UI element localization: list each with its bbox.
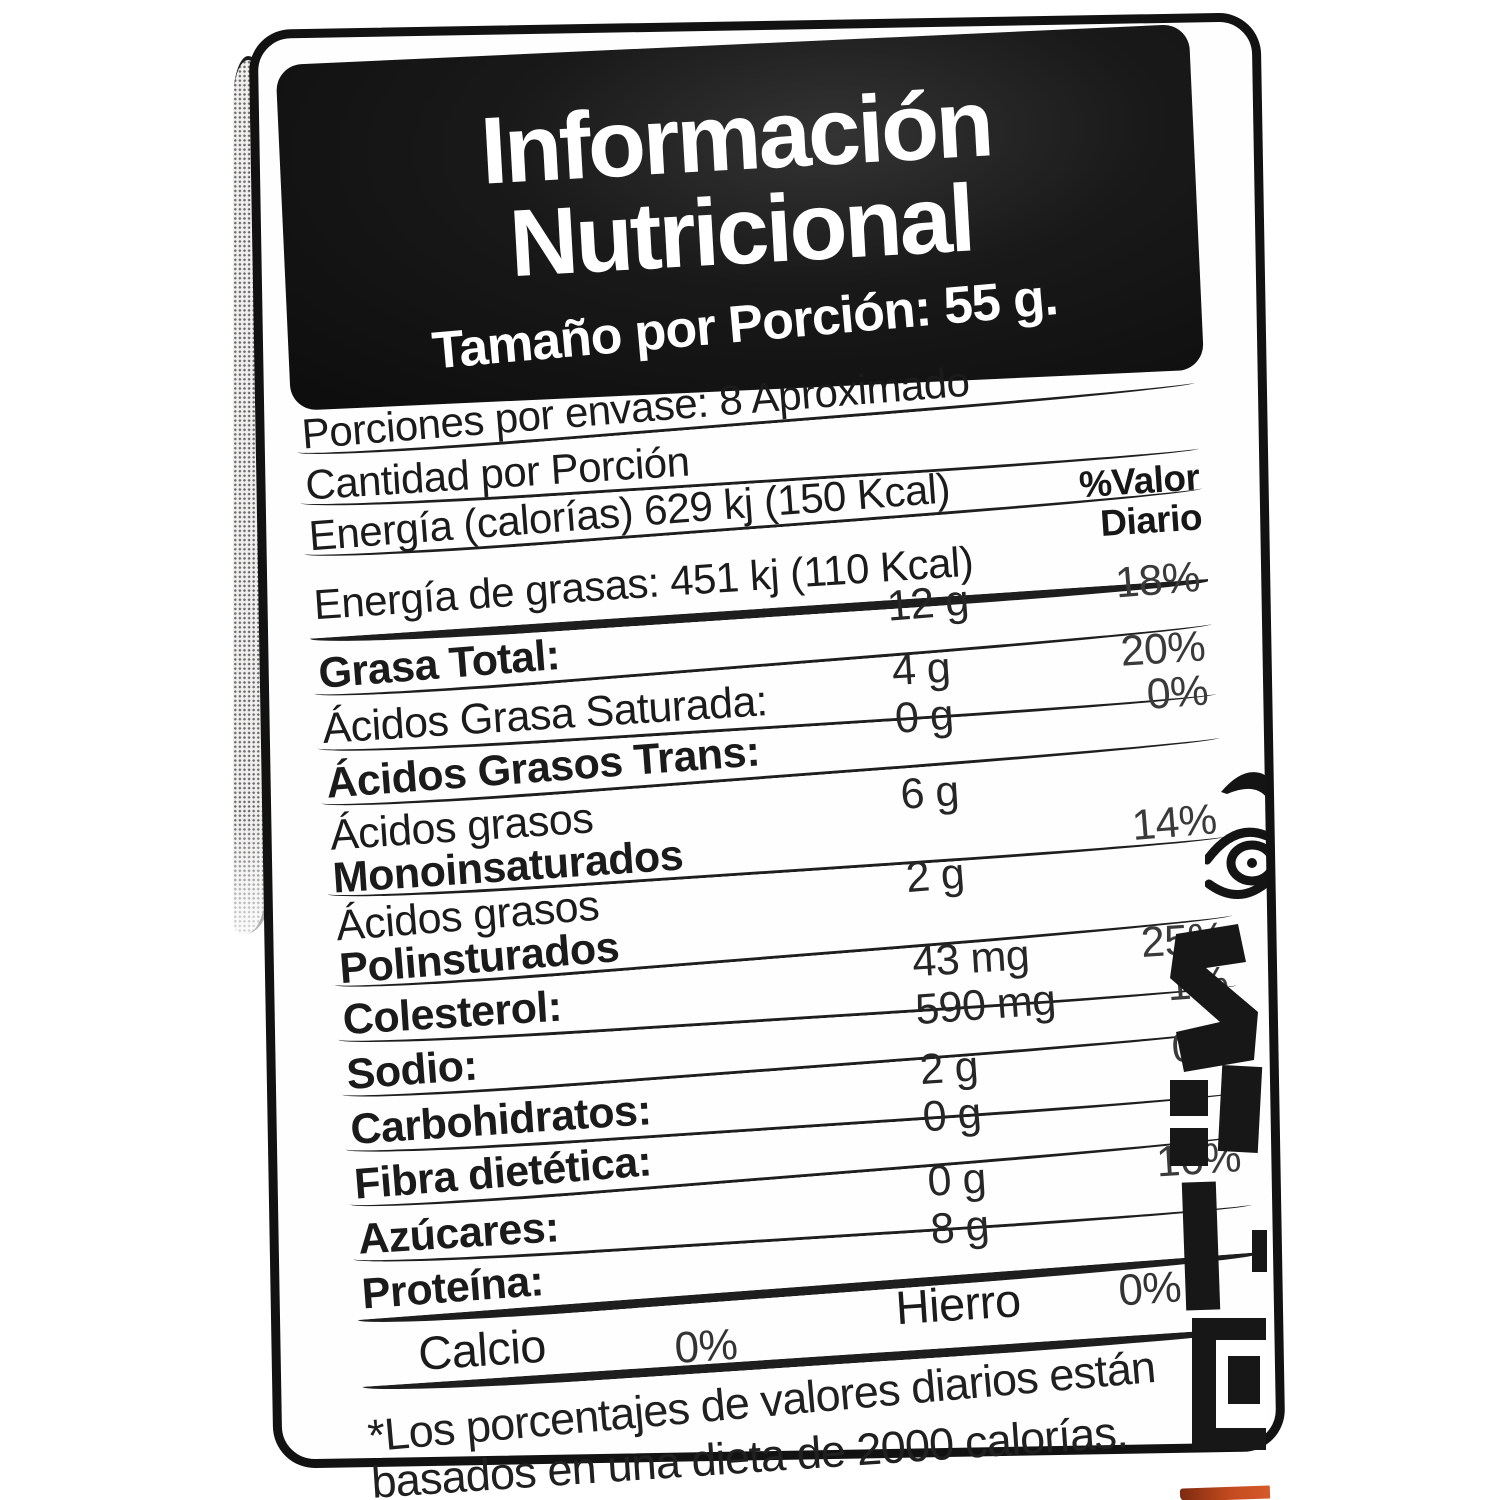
nutrient-label: Proteína:: [360, 1257, 546, 1319]
daily-value-header: %Valor Diario: [1078, 456, 1204, 545]
nutrient-value: 43 mg: [910, 931, 1031, 987]
qr-code-fragment: [1162, 920, 1267, 1465]
nutrient-value: 12 g: [885, 576, 971, 631]
nutrient-daily-pct: 0%: [1145, 666, 1210, 720]
nutrient-value: 0 g: [926, 1154, 988, 1206]
daily-value-header-line2: Diario: [1098, 496, 1204, 544]
eye-illustration-fragment: [1205, 762, 1267, 970]
nutrient-value: 590 mg: [913, 975, 1058, 1035]
nutrient-value: 0 g: [893, 690, 955, 743]
nutrient-daily-pct: 18%: [1113, 552, 1202, 608]
nutrient-value: 0 g: [920, 1088, 983, 1142]
nutrient-label: Sodio:: [344, 1041, 479, 1100]
iron-label: Hierro: [893, 1273, 1023, 1335]
nutrient-value: 6 g: [898, 767, 961, 819]
nutrition-rows: Porciones por envase: 8 Aproximado Canti…: [293, 338, 1269, 1500]
nutrient-value: 2 g: [904, 849, 967, 903]
nutrition-facts-label: Información Nutricional Tamaño por Porci…: [248, 12, 1286, 1500]
nutrient-value: 4 g: [890, 643, 952, 696]
nutrient-value: 8 g: [928, 1201, 991, 1254]
nutrient-label: Grasa Total:: [316, 630, 562, 699]
nutrient-value: 2 g: [918, 1042, 980, 1095]
red-print-sliver: [1179, 1485, 1271, 1500]
calcium-label: Calcio: [416, 1318, 548, 1380]
